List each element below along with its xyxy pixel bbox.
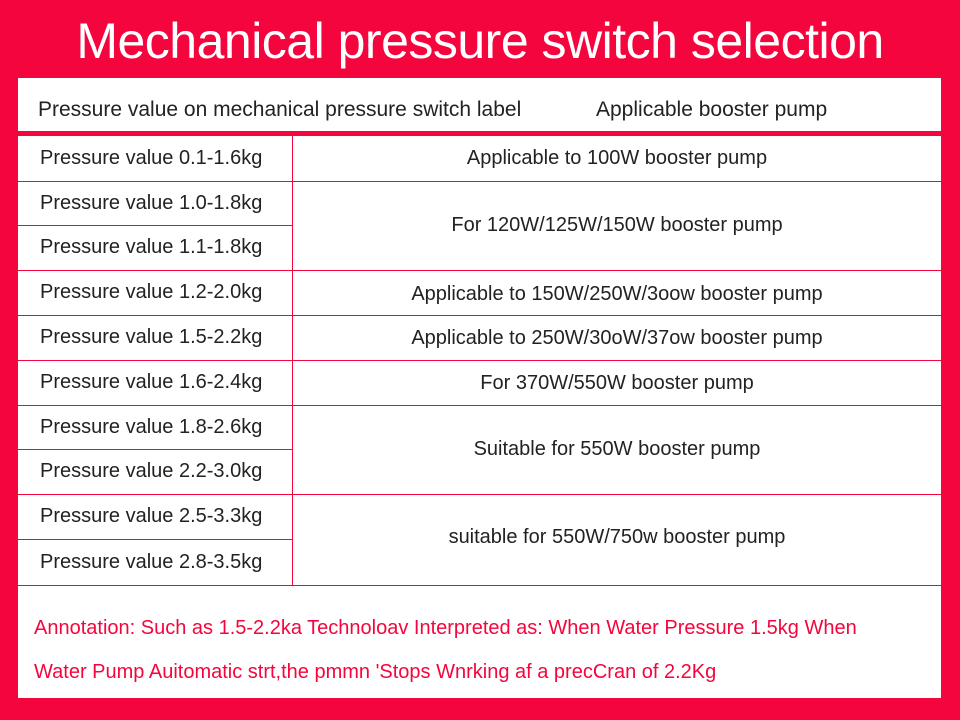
header-booster-pump: Applicable booster pump xyxy=(596,98,828,121)
booster-pump-cell: For 120W/125W/150W booster pump xyxy=(293,182,941,271)
pressure-cell: Pressure value 1.8-2.6kg xyxy=(18,406,293,450)
annotation-note: Annotation: Such as 1.5-2.2ka Technoloav… xyxy=(18,588,941,698)
pressure-cell: Pressure value 1.1-1.8kg xyxy=(18,226,293,271)
table-header: Pressure value on mechanical pressure sw… xyxy=(18,78,941,136)
pressure-cell: Pressure value 1.2-2.0kg xyxy=(18,271,293,316)
booster-pump-cell: Applicable to 150W/250W/3oow booster pum… xyxy=(293,271,941,316)
pressure-cell: Pressure value 2.5-3.3kg xyxy=(18,495,293,540)
page-title: Mechanical pressure switch selection xyxy=(76,13,884,69)
pressure-cell: Pressure value 2.8-3.5kg xyxy=(18,540,293,586)
booster-pump-cell: Suitable for 550W booster pump xyxy=(293,406,941,495)
booster-pump-cell: For 370W/550W booster pump xyxy=(293,361,941,406)
pressure-cell: Pressure value 1.6-2.4kg xyxy=(18,361,293,406)
booster-pump-cell: Applicable to 250W/30oW/37ow booster pum… xyxy=(293,316,941,361)
booster-pump-cell: Applicable to 100W booster pump xyxy=(293,136,941,182)
pressure-cell: Pressure value 1.5-2.2kg xyxy=(18,316,293,361)
selection-table: Pressure value on mechanical pressure sw… xyxy=(18,78,941,698)
booster-pump-cell: suitable for 550W/750w booster pump xyxy=(293,495,941,586)
annotation-line: Water Pump Auitomatic strt,the pmmn 'Sto… xyxy=(34,661,717,683)
header-pressure-label: Pressure value on mechanical pressure sw… xyxy=(38,98,522,121)
pressure-cell: Pressure value 1.0-1.8kg xyxy=(18,182,293,226)
pressure-cell: Pressure value 0.1-1.6kg xyxy=(18,136,293,182)
table-body: Pressure value 0.1-1.6kg Pressure value … xyxy=(18,136,941,668)
annotation-line: Annotation: Such as 1.5-2.2ka Technoloav… xyxy=(34,617,857,639)
pressure-cell: Pressure value 2.2-3.0kg xyxy=(18,450,293,495)
